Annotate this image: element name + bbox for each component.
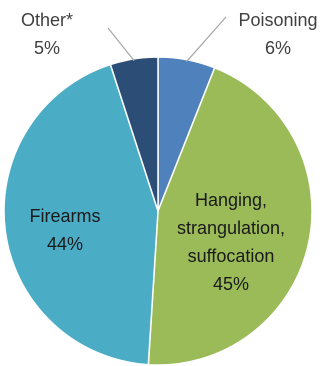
leader-lines xyxy=(107,16,227,63)
slice-label-other-value: 5% xyxy=(34,38,60,58)
slice-label-hanging: Hanging, strangulation, suffocation 45% xyxy=(177,190,285,294)
pie-slice-firearms xyxy=(3,63,159,366)
slice-label-other-name: Other* xyxy=(21,10,73,30)
slice-label-other: Other* 5% xyxy=(21,10,73,58)
pie-slice-hanging xyxy=(147,66,313,366)
slice-label-hanging-value: 45% xyxy=(213,274,249,294)
slice-label-firearms-value: 44% xyxy=(47,234,83,254)
slice-label-poisoning: Poisoning 6% xyxy=(238,10,317,58)
slice-label-firearms-name: Firearms xyxy=(30,206,101,226)
pie-slices xyxy=(3,56,313,366)
slice-label-hanging-line-1: Hanging, xyxy=(195,190,267,210)
slice-label-hanging-line-2: strangulation, xyxy=(177,218,285,238)
pie-slice-other xyxy=(109,56,159,212)
leader-line-other xyxy=(107,27,135,62)
slice-label-firearms: Firearms 44% xyxy=(30,206,101,254)
slice-label-poisoning-name: Poisoning xyxy=(238,10,317,30)
leader-line-poisoning xyxy=(186,16,227,63)
slice-label-poisoning-value: 6% xyxy=(265,38,291,58)
slice-label-hanging-line-3: suffocation xyxy=(188,246,275,266)
